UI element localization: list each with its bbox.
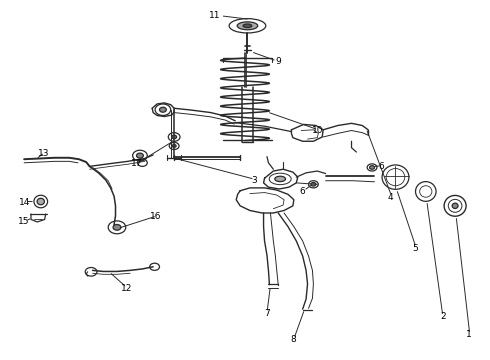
Circle shape	[113, 225, 121, 230]
Text: 13: 13	[38, 149, 49, 158]
Text: 7: 7	[264, 309, 270, 318]
Text: 6: 6	[378, 162, 384, 171]
Circle shape	[159, 107, 166, 112]
Text: 3: 3	[251, 176, 257, 185]
Text: 14: 14	[19, 198, 30, 207]
Circle shape	[311, 183, 316, 186]
Ellipse shape	[452, 203, 458, 208]
Text: 10: 10	[312, 126, 323, 135]
Circle shape	[369, 166, 374, 169]
Text: 1: 1	[466, 330, 472, 339]
Text: 6: 6	[300, 187, 306, 196]
Circle shape	[137, 153, 144, 158]
Ellipse shape	[237, 22, 258, 30]
Text: 15: 15	[19, 217, 30, 226]
Text: 5: 5	[412, 244, 418, 253]
Ellipse shape	[243, 24, 252, 28]
Text: 4: 4	[388, 193, 393, 202]
Text: 11: 11	[209, 11, 221, 20]
Text: 17: 17	[131, 159, 142, 168]
Ellipse shape	[37, 198, 45, 205]
Circle shape	[172, 135, 176, 139]
Text: 16: 16	[150, 212, 162, 221]
Text: 2: 2	[440, 312, 446, 321]
Ellipse shape	[275, 176, 286, 181]
Text: 12: 12	[121, 284, 132, 293]
Circle shape	[172, 144, 176, 147]
Text: 9: 9	[275, 57, 281, 66]
Text: 8: 8	[290, 335, 296, 344]
